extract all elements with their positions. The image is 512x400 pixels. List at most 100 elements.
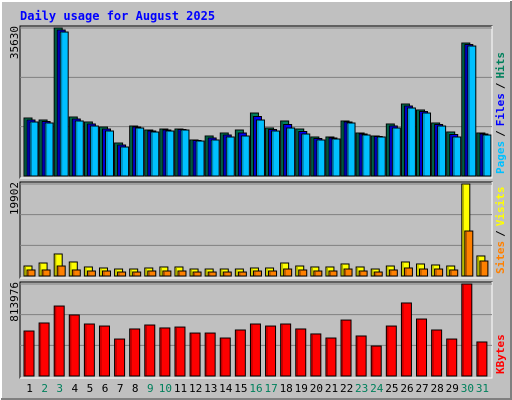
bar bbox=[286, 127, 296, 177]
legend: Sites / Visits bbox=[494, 187, 507, 275]
bar bbox=[403, 267, 413, 277]
bar bbox=[83, 323, 95, 377]
bar bbox=[23, 330, 35, 377]
bar bbox=[71, 269, 81, 277]
legend-entry: Files bbox=[494, 93, 507, 126]
x-tick-label: 8 bbox=[132, 382, 139, 395]
x-tick-label: 26 bbox=[400, 382, 413, 395]
bar bbox=[370, 345, 382, 377]
legend-entry: KBytes bbox=[494, 334, 507, 374]
bar bbox=[449, 269, 459, 277]
bar bbox=[210, 139, 220, 177]
bar bbox=[162, 270, 172, 277]
bar bbox=[195, 140, 205, 177]
bar bbox=[265, 325, 277, 377]
x-tick-label: 30 bbox=[461, 382, 474, 395]
bar bbox=[89, 125, 99, 177]
bar bbox=[114, 338, 126, 377]
bar bbox=[325, 337, 337, 377]
x-tick-label: 9 bbox=[147, 382, 154, 395]
bar bbox=[135, 127, 145, 177]
x-tick-label: 22 bbox=[340, 382, 353, 395]
x-tick-label: 7 bbox=[117, 382, 124, 395]
bar bbox=[361, 134, 371, 177]
x-tick-label: 24 bbox=[370, 382, 384, 395]
bar bbox=[74, 120, 84, 177]
bar bbox=[331, 138, 341, 177]
bar bbox=[464, 230, 474, 277]
bar bbox=[406, 107, 416, 177]
bar bbox=[346, 122, 356, 177]
x-tick-label: 25 bbox=[385, 382, 398, 395]
bar bbox=[391, 127, 401, 177]
chart-title: Daily usage for August 2025 bbox=[20, 9, 215, 23]
legend-entry: Visits bbox=[494, 187, 507, 227]
bar bbox=[44, 122, 54, 177]
bar bbox=[68, 314, 80, 377]
bar bbox=[101, 270, 111, 277]
legend-entry: Sites bbox=[494, 241, 507, 274]
bar bbox=[271, 130, 281, 177]
bar bbox=[355, 335, 367, 377]
bar bbox=[86, 270, 96, 277]
x-tick-label: 31 bbox=[476, 382, 489, 395]
bar bbox=[388, 269, 398, 277]
bar bbox=[234, 329, 246, 377]
bar bbox=[29, 121, 39, 177]
x-tick-label: 20 bbox=[310, 382, 323, 395]
bar bbox=[120, 146, 130, 177]
x-tick-label: 19 bbox=[295, 382, 308, 395]
bar bbox=[295, 328, 307, 377]
bar bbox=[237, 271, 247, 277]
x-tick-label: 6 bbox=[102, 382, 109, 395]
bar bbox=[249, 323, 261, 377]
y-tick-label: 19902 bbox=[8, 182, 21, 215]
x-tick-label: 5 bbox=[87, 382, 94, 395]
x-tick-label: 2 bbox=[41, 382, 48, 395]
bar bbox=[446, 338, 458, 377]
bar bbox=[41, 269, 51, 277]
bar bbox=[98, 325, 110, 377]
panel-bevel bbox=[20, 26, 493, 179]
bar bbox=[132, 271, 142, 277]
bar bbox=[416, 318, 428, 377]
bar bbox=[385, 325, 397, 377]
bar bbox=[340, 319, 352, 377]
bar bbox=[400, 302, 412, 377]
x-tick-label: 12 bbox=[189, 382, 202, 395]
bar bbox=[26, 269, 36, 277]
bar bbox=[177, 270, 187, 277]
bar bbox=[310, 333, 322, 377]
bar bbox=[192, 271, 202, 277]
bar bbox=[313, 270, 323, 277]
bar bbox=[204, 332, 216, 377]
bar bbox=[316, 139, 326, 177]
bar bbox=[147, 270, 157, 277]
x-tick-label: 21 bbox=[325, 382, 338, 395]
bar bbox=[53, 305, 65, 377]
bar bbox=[358, 270, 368, 277]
bar bbox=[431, 329, 443, 377]
bar bbox=[479, 260, 489, 277]
bar bbox=[207, 271, 217, 277]
bar bbox=[189, 332, 201, 377]
x-tick-label: 10 bbox=[159, 382, 172, 395]
bar bbox=[280, 323, 292, 377]
bar bbox=[467, 45, 477, 177]
panel-bevel bbox=[20, 282, 493, 379]
bar bbox=[144, 324, 156, 377]
bar bbox=[283, 268, 293, 277]
x-tick-label: 1 bbox=[26, 382, 33, 395]
bar bbox=[373, 271, 383, 277]
legend-separator: / bbox=[494, 230, 507, 237]
bar bbox=[301, 133, 311, 177]
bar bbox=[165, 130, 175, 177]
bar bbox=[222, 271, 232, 277]
x-tick-label: 18 bbox=[280, 382, 293, 395]
legend-entry: Pages bbox=[494, 141, 507, 174]
bar bbox=[129, 328, 141, 377]
x-tick-label: 15 bbox=[234, 382, 247, 395]
bar bbox=[150, 131, 160, 177]
legend-separator: / bbox=[494, 130, 507, 137]
